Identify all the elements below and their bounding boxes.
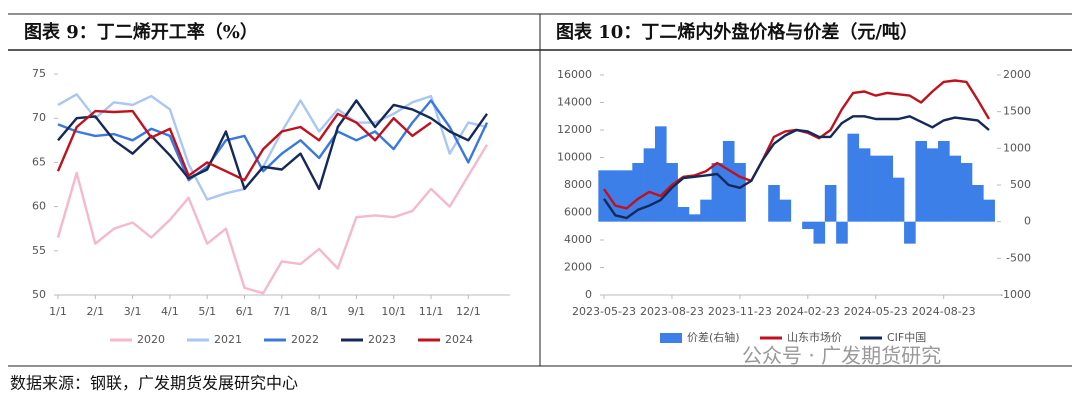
y-tick-label: 4000 [564, 233, 592, 246]
x-tick-label: 11/1 [419, 305, 444, 318]
spread-bar [620, 170, 633, 222]
x-tick-label: 2024-05-23 [844, 305, 908, 318]
y2-tick-label: 2000 [1003, 68, 1031, 81]
spread-bar [598, 170, 610, 222]
spread-bar [711, 163, 724, 222]
spread-bar [632, 163, 644, 222]
spread-bar [847, 133, 860, 222]
x-tick-label: 6/1 [236, 305, 254, 318]
y-tick-label: 2000 [564, 261, 592, 274]
x-tick-label: 2024-02-23 [776, 305, 840, 318]
y-tick-label: 16000 [557, 68, 592, 81]
watermark: 公众号 · 广发期货研究 [742, 344, 941, 368]
spread-bar [926, 148, 939, 222]
spread-bar [677, 207, 690, 222]
y-tick-label: 6000 [564, 206, 592, 219]
y2-tick-label: -1000 [999, 288, 1031, 301]
legend-swatch [660, 333, 682, 343]
x-tick-label: 2023-08-23 [640, 305, 704, 318]
y2-tick-label: 0 [1024, 215, 1031, 228]
y-tick-label: 0 [585, 288, 592, 301]
legend-label: CIF中国 [887, 331, 926, 344]
x-tick-label: 7/1 [273, 305, 291, 318]
y2-tick-label: 1500 [1003, 105, 1031, 118]
spread-bar [654, 126, 667, 222]
y-tick-label: 75 [32, 67, 46, 80]
spread-bar [824, 185, 837, 222]
y-tick-label: 55 [32, 244, 46, 257]
legend-label: 山东市场价 [787, 330, 842, 344]
spread-bar [802, 221, 814, 229]
y-tick-label: 50 [32, 288, 46, 301]
spread-bar [722, 141, 735, 222]
x-tick-label: 9/1 [348, 305, 366, 318]
y-tick-label: 8000 [564, 178, 592, 191]
y-tick-label: 60 [32, 200, 46, 213]
spread-bar [779, 199, 792, 222]
series-line [603, 115, 990, 220]
x-tick-label: 1/1 [49, 305, 67, 318]
spread-bar [836, 221, 848, 244]
x-tick-label: 4/1 [161, 305, 179, 318]
legend-label: 价差(右轴) [687, 330, 740, 344]
spread-bar [734, 163, 746, 222]
spread-bar [892, 177, 905, 222]
x-tick-label: 10/1 [381, 305, 406, 318]
x-tick-label: 2023-05-23 [572, 305, 636, 318]
legend-label: 2022 [291, 333, 319, 346]
legend-label: 2023 [368, 333, 396, 346]
spread-bar [813, 221, 826, 244]
spread-bar [666, 163, 678, 222]
series-line [57, 99, 488, 191]
legend-label: 2024 [445, 333, 473, 346]
spread-bar [688, 214, 701, 222]
spread-bar [768, 185, 780, 222]
series-line [57, 93, 488, 201]
y-tick-label: 12000 [557, 123, 592, 136]
x-tick-label: 2024-08-23 [912, 305, 976, 318]
x-tick-label: 2/1 [86, 305, 104, 318]
source: 数据来源：钢联，广发期货发展研究中心 [10, 374, 298, 393]
x-tick-label: 3/1 [124, 305, 142, 318]
spread-bar [938, 141, 950, 222]
spread-bar [858, 148, 871, 222]
spread-bar [609, 170, 622, 222]
spread-bar [915, 141, 928, 222]
x-tick-label: 2023-11-23 [708, 305, 772, 318]
y-tick-label: 65 [32, 155, 46, 168]
legend-label: 2021 [214, 333, 242, 346]
x-tick-label: 5/1 [198, 305, 216, 318]
legend-label: 2020 [137, 333, 165, 346]
spread-bar [881, 155, 894, 222]
y-tick-label: 14000 [557, 96, 592, 109]
x-tick-label: 12/1 [456, 305, 481, 318]
y2-tick-label: 500 [1010, 178, 1031, 191]
spread-bar [972, 185, 984, 222]
spread-bar [870, 155, 882, 222]
spread-bar [983, 199, 995, 222]
y-tick-label: 10000 [557, 151, 592, 164]
y-tick-label: 70 [32, 111, 46, 124]
series-line [57, 99, 489, 182]
y2-tick-label: 1000 [1003, 141, 1031, 154]
series-line [56, 144, 489, 295]
spread-bar [643, 148, 656, 222]
x-tick-label: 8/1 [310, 305, 328, 318]
chart-title: 图表 9：丁二烯开工率（%） [24, 21, 258, 43]
spread-bar [949, 155, 961, 222]
chart-title: 图表 10：丁二烯内外盘价格与价差（元/吨） [556, 21, 918, 43]
spread-bar [960, 163, 973, 222]
spread-bar [904, 221, 916, 244]
spread-bar [700, 199, 712, 222]
series-line [56, 109, 432, 182]
y2-tick-label: -500 [1006, 251, 1031, 264]
